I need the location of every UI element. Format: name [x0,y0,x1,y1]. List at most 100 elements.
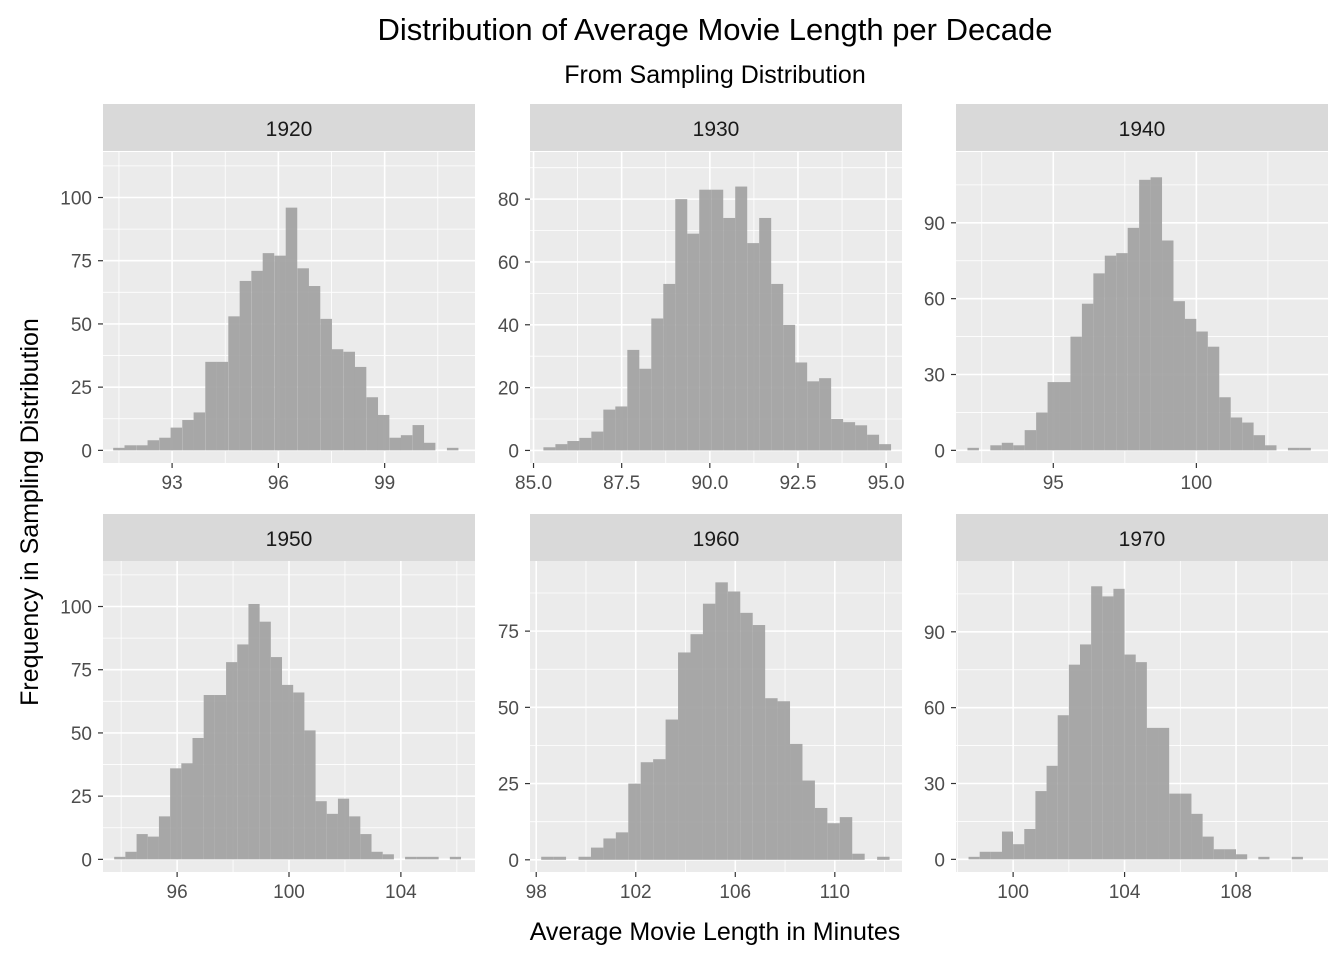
histogram-bar [843,422,856,451]
x-tick-label: 100 [273,882,305,903]
facet-strip [530,514,902,561]
histogram-bar [1057,715,1069,860]
histogram-bar [416,856,428,860]
histogram-bar [159,437,171,451]
x-tick-label: 104 [1109,882,1141,903]
histogram-bar [1173,301,1185,451]
histogram-bar [158,816,171,860]
histogram-bar [293,692,305,860]
x-tick-label: 104 [385,882,417,903]
histogram-bar [663,283,676,451]
histogram-bar [990,445,1002,451]
x-tick-label: 96 [167,882,188,903]
y-tick-label: 50 [71,724,92,745]
y-tick-label: 0 [81,850,92,871]
histogram-bar [807,381,820,451]
histogram-bar [377,414,390,451]
histogram-bar [1213,849,1225,860]
histogram-bar [877,856,890,860]
histogram-bar [1236,854,1248,860]
histogram-bar [543,447,556,451]
y-tick-label: 75 [498,622,519,643]
histogram-bar [727,591,741,860]
y-tick-label: 0 [81,441,92,462]
histogram-bar [1169,793,1181,860]
histogram-bar [752,625,766,860]
y-tick-label: 50 [71,315,92,336]
histogram-bar [1024,430,1037,451]
x-axis-title: Average Movie Length in Minutes [530,918,901,946]
x-tick-label: 99 [374,473,395,494]
facet-strip [103,514,475,561]
histogram-bar [1162,240,1174,451]
histogram-bar [214,695,227,860]
histogram-bar [389,437,402,451]
histogram-bar [1258,856,1270,860]
histogram-bar [297,268,309,451]
histogram-bar [1013,844,1025,860]
histogram-bar [1036,412,1048,451]
x-tick-label: 100 [997,882,1029,903]
histogram-bar [591,431,604,451]
y-tick-label: 100 [60,189,92,210]
histogram-bar [308,286,321,451]
histogram-bar [1291,856,1303,860]
histogram-bar [320,318,332,451]
x-tick-label: 110 [820,882,850,903]
histogram-bar [867,434,880,451]
histogram-bar [1046,765,1058,860]
histogram-bar [968,856,980,860]
histogram-bar [831,419,844,451]
histogram-bar [640,762,654,860]
facet-strip-label: 1970 [1119,528,1166,551]
histogram-bar [1150,177,1163,451]
histogram-bar [285,207,298,451]
y-tick-label: 90 [924,623,945,644]
histogram-bar [203,695,215,860]
histogram-bar [814,807,828,860]
histogram-bar [181,763,193,860]
facet-panel-1950: 1950 96 100 104 0 25 50 75 100 [60,514,475,903]
histogram-bar [1104,255,1117,451]
histogram-bar [678,652,691,860]
histogram-bar [990,851,1002,860]
histogram-bar [326,813,338,860]
y-tick-label: 25 [71,787,92,808]
histogram-bar [715,582,728,860]
y-tick-label: 90 [924,214,945,235]
facet-strip-label: 1920 [266,118,313,141]
histogram-bar [627,349,640,451]
histogram-bar [702,603,716,860]
y-axis-title: Frequency in Sampling Distribution [16,318,44,706]
histogram-bar [427,856,439,860]
histogram-bar [423,442,436,451]
histogram-bar [735,186,748,451]
histogram-bar [1091,586,1103,860]
histogram-bar [170,427,183,451]
histogram-bar [723,217,736,451]
histogram-bar [136,445,148,451]
histogram-bar [147,836,159,860]
histogram-bar [1224,849,1237,860]
histogram-bar [262,253,275,451]
histogram-bar [1127,227,1140,451]
facet-panel-1930: 1930 85.0 87.5 90.0 92.5 95.0 0 20 40 60 80 [498,104,905,494]
facet-strip [530,104,902,151]
y-tick-label: 60 [498,253,519,274]
histogram-bar [555,444,568,451]
histogram-bar [879,444,892,451]
histogram-bar [371,851,383,860]
histogram-bar [1158,727,1170,860]
chart-subtitle: From Sampling Distribution [564,61,866,89]
histogram-bar [979,851,991,860]
histogram-bar [967,447,979,451]
x-tick-label: 92.5 [779,473,816,494]
facet-panel-1960: 1960 98 102 106 110 0 25 50 75 [498,514,902,903]
y-tick-label: 0 [508,441,519,462]
x-tick-label: 95 [1043,473,1064,494]
histogram-bar [1139,179,1151,451]
histogram-bar [1080,644,1092,860]
y-tick-label: 0 [934,441,945,462]
histogram-bar [1001,442,1014,451]
